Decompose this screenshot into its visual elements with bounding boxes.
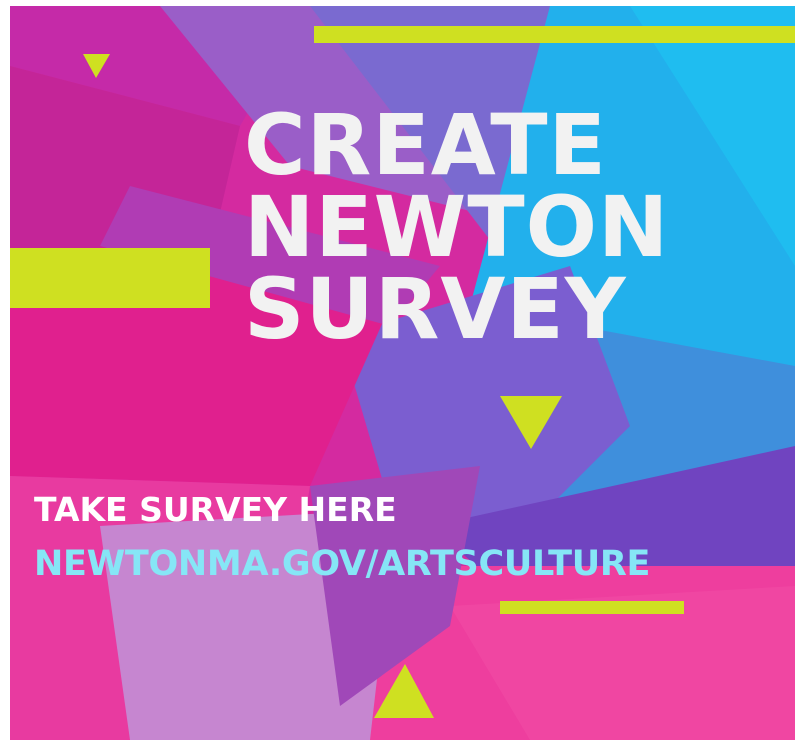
accent-shapes (10, 26, 795, 718)
survey-poster[interactable]: CREATE NEWTON SURVEY TAKE SURVEY HERE NE… (10, 6, 795, 740)
headline-line-3: SURVEY (244, 260, 627, 358)
geometric-background (10, 6, 795, 740)
lime-triangle-bottom (374, 664, 434, 718)
lime-triangle-top-left (83, 54, 110, 78)
headline-line-2: NEWTON (244, 178, 670, 276)
headline-line-1: CREATE (244, 96, 607, 194)
poster-headline: CREATE NEWTON SURVEY (244, 96, 764, 358)
lime-bar-left (10, 248, 210, 308)
lime-bar-bottom (500, 601, 684, 614)
take-survey-text: TAKE SURVEY HERE (34, 490, 397, 529)
survey-url-link[interactable]: NEWTONMA.GOV/ARTSCULTURE (34, 544, 651, 584)
lime-triangle-center (500, 396, 562, 449)
lime-bar-top (314, 26, 795, 43)
